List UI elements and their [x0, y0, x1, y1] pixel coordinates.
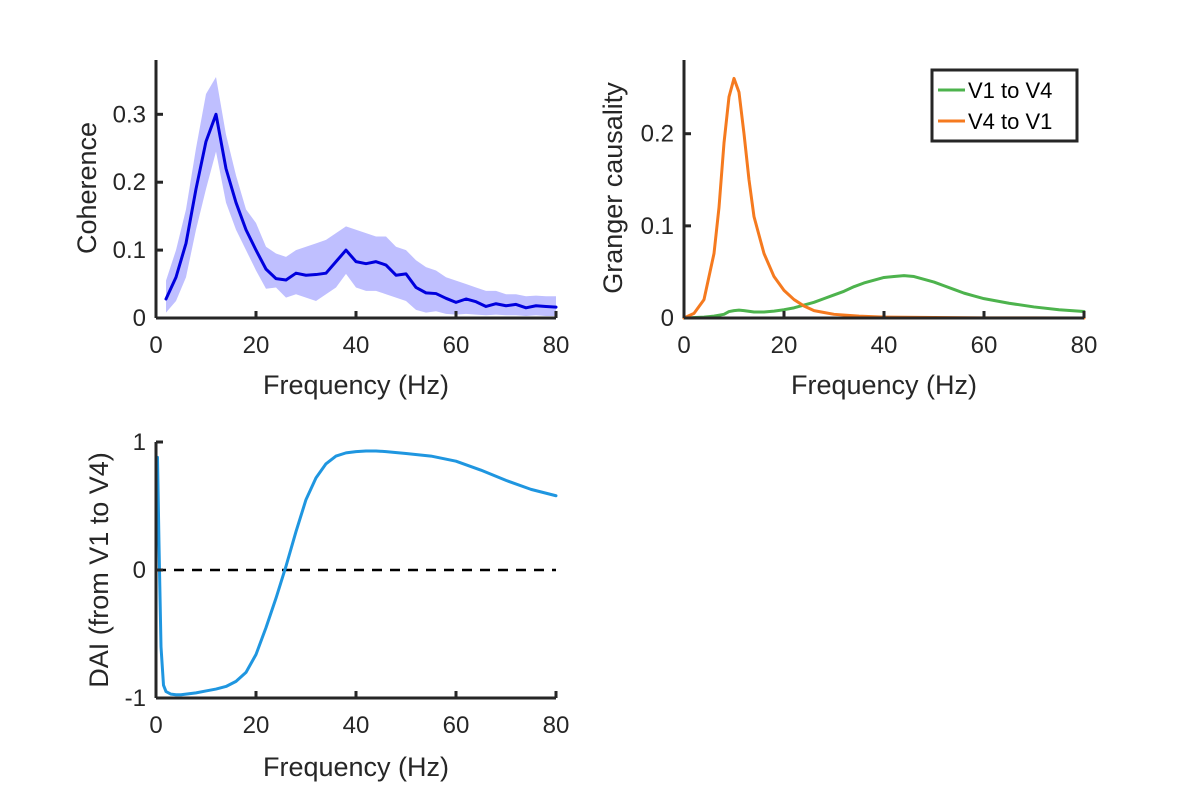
coherence-panel: 0 20 40 60 80 0 0.1 0.2 0.3 Frequency (Hz) Coher…: [72, 60, 569, 400]
dai-y-tick-label: 0: [133, 557, 146, 584]
coherence-x-tick-label: 60: [443, 332, 470, 359]
coherence-confidence-band-layer: [166, 76, 556, 316]
dai-y-tick-label: -1: [125, 685, 146, 712]
granger-y-axis-label: Granger causality: [598, 82, 628, 294]
granger-axes: 0 20 40 60 80 0 0.1 0.2: [641, 60, 1098, 359]
legend-entry-v4-to-v1: V4 to V1: [968, 109, 1052, 134]
coherence-y-tick-label: 0.2: [113, 169, 146, 196]
dai-line-series-0: [156, 449, 558, 697]
granger-x-axis-label: Frequency (Hz): [791, 370, 977, 400]
granger-panel: 0 20 40 60 80 0 0.1 0.2 Frequency (Hz) Granger …: [598, 60, 1097, 400]
granger-x-tick-label: 60: [971, 332, 998, 359]
dai-x-tick-label: 40: [343, 712, 370, 739]
coherence-y-tick-label: 0.3: [113, 101, 146, 128]
granger-x-tick-label: 0: [677, 332, 690, 359]
dai-panel: 0 20 40 60 80-101 Frequency (Hz) DAI (from V…: [84, 429, 569, 782]
coherence-axes: 0 20 40 60 80 0 0.1 0.2 0.3: [113, 60, 570, 359]
dai-x-tick-label: 60: [443, 712, 470, 739]
granger-y-tick-label: 0.1: [641, 213, 674, 240]
coherence-x-tick-label: 80: [543, 332, 570, 359]
legend-entry-v1-to-v4: V1 to V4: [968, 78, 1052, 103]
granger-y-tick-label: 0: [661, 305, 674, 332]
coherence-x-tick-label: 0: [149, 332, 162, 359]
dai-x-tick-label: 20: [243, 712, 270, 739]
granger-y-tick-label: 0.2: [641, 121, 674, 148]
coherence-x-tick-label: 40: [343, 332, 370, 359]
granger-x-tick-label: 40: [871, 332, 898, 359]
dai-x-tick-label: 80: [543, 712, 570, 739]
dai-x-axis-label: Frequency (Hz): [263, 752, 449, 782]
coherence-y-tick-label: 0: [133, 305, 146, 332]
coherence-x-tick-label: 20: [243, 332, 270, 359]
coherence-y-axis-label: Coherence: [72, 122, 102, 254]
legend-box: [930, 68, 1079, 143]
coherence-x-axis-label: Frequency (Hz): [263, 370, 449, 400]
dai-axes: 0 20 40 60 80-101: [125, 429, 570, 739]
dai-line-layer: [156, 449, 558, 697]
granger-line-v1-to-v4: [682, 274, 1086, 320]
granger-legend: V1 to V4 V4 to V1: [930, 68, 1079, 143]
coherence-line-series-0: [164, 112, 558, 310]
dai-y-axis-label: DAI (from V1 to V4): [84, 452, 114, 688]
granger-x-tick-label: 20: [771, 332, 798, 359]
dai-y-tick-label: 1: [133, 429, 146, 456]
coherence-y-tick-label: 0.1: [113, 237, 146, 264]
dai-x-tick-label: 0: [149, 712, 162, 739]
granger-x-tick-label: 80: [1071, 332, 1098, 359]
coherence-line-layer: [164, 112, 558, 310]
coherence-confidence-band: [166, 76, 556, 316]
